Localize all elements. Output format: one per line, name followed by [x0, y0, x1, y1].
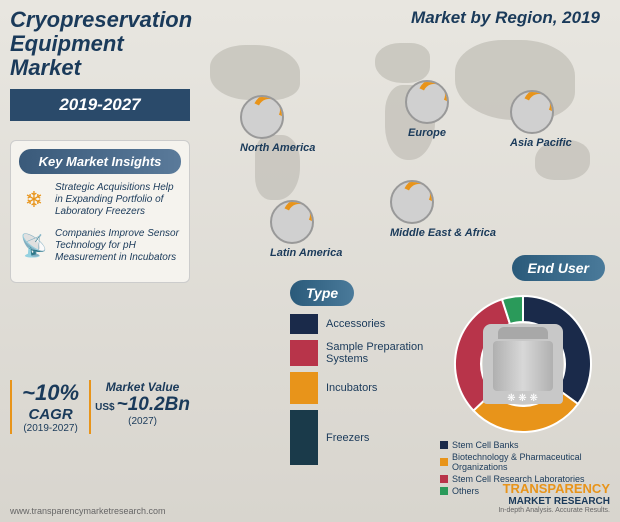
region-label: North America	[240, 142, 315, 154]
freezer-icon: ❄	[19, 185, 49, 215]
region-label: Middle East & Africa	[390, 227, 496, 239]
mv-prefix: US$	[95, 402, 114, 413]
type-swatch	[290, 410, 318, 465]
map-area: North AmericaEuropeAsia PacificLatin Ame…	[200, 35, 610, 235]
mv-value: ~10.2Bn	[117, 394, 190, 416]
type-row: Freezers	[290, 410, 440, 465]
type-section: Type Accessories Sample Preparation Syste…	[290, 280, 440, 471]
legend-swatch	[440, 441, 448, 449]
footer-url: www.transparencymarketresearch.com	[10, 506, 166, 516]
type-label: Accessories	[326, 318, 385, 330]
year-banner: 2019-2027	[10, 89, 190, 121]
region-marker: North America	[240, 95, 315, 154]
type-label: Freezers	[326, 432, 369, 444]
metrics-row: ~10% CAGR (2019-2027) Market Value US$ ~…	[10, 380, 190, 434]
type-swatch	[290, 314, 318, 334]
market-value-box: Market Value US$ ~10.2Bn (2027)	[89, 380, 190, 434]
insights-box: Key Market Insights ❄ Strategic Acquisit…	[10, 140, 190, 283]
legend-swatch	[440, 475, 448, 483]
region-marker: Asia Pacific	[510, 90, 572, 149]
legend-swatch	[440, 458, 448, 466]
insight-text: Companies Improve Sensor Technology for …	[55, 228, 181, 264]
legend-row: Stem Cell Banks	[440, 440, 605, 450]
brand-logo: TRANSPARENCY MARKET RESEARCH In-depth An…	[498, 481, 610, 514]
globe-icon	[270, 200, 314, 244]
insight-item: 📡 Companies Improve Sensor Technology fo…	[19, 228, 181, 264]
globe-icon	[240, 95, 284, 139]
cryo-tank-icon: ❋ ❋ ❋	[483, 324, 563, 404]
enduser-header: End User	[512, 255, 605, 281]
legend-label: Stem Cell Banks	[452, 440, 519, 450]
type-swatch	[290, 340, 318, 366]
type-row: Accessories	[290, 314, 440, 334]
cagr-period: (2019-2027)	[16, 423, 85, 434]
donut-chart: ❋ ❋ ❋	[453, 294, 593, 434]
region-marker: Europe	[405, 80, 449, 139]
type-swatch	[290, 372, 318, 404]
cagr-value: ~10%	[16, 380, 85, 406]
type-label: Sample Preparation Systems	[326, 341, 440, 365]
globe-icon	[405, 80, 449, 124]
region-marker: Latin America	[270, 200, 342, 259]
insight-text: Strategic Acquisitions Help in Expanding…	[55, 182, 181, 218]
sensor-icon: 📡	[19, 231, 49, 261]
enduser-section: End User ❋ ❋ ❋ Stem Cell Banks Biotechnol…	[440, 255, 605, 498]
insight-item: ❄ Strategic Acquisitions Help in Expandi…	[19, 182, 181, 218]
type-header: Type	[290, 280, 354, 306]
logo-word-1: TRANSPARENCY	[503, 481, 610, 496]
region-label: Asia Pacific	[510, 137, 572, 149]
legend-row: Biotechnology & Pharmaceutical Organizat…	[440, 452, 605, 472]
region-header: Market by Region, 2019	[411, 8, 600, 28]
globe-icon	[390, 180, 434, 224]
page-title: Cryopreservation Equipment Market	[10, 8, 190, 81]
region-label: Latin America	[270, 247, 342, 259]
cagr-label: CAGR	[16, 406, 85, 423]
mv-label: Market Value	[95, 380, 190, 394]
region-label: Europe	[405, 127, 449, 139]
legend-swatch	[440, 487, 448, 495]
logo-tagline: In-depth Analysis. Accurate Results.	[498, 507, 610, 514]
title-block: Cryopreservation Equipment Market 2019-2…	[10, 8, 190, 121]
insights-header: Key Market Insights	[19, 149, 181, 174]
type-row: Incubators	[290, 372, 440, 404]
logo-line2: MARKET RESEARCH	[498, 496, 610, 507]
region-marker: Middle East & Africa	[390, 180, 496, 239]
legend-label: Biotechnology & Pharmaceutical Organizat…	[452, 452, 605, 472]
mv-year: (2027)	[95, 416, 190, 427]
type-row: Sample Preparation Systems	[290, 340, 440, 366]
legend-label: Others	[452, 486, 479, 496]
cagr-box: ~10% CAGR (2019-2027)	[10, 380, 85, 434]
globe-icon	[510, 90, 554, 134]
type-label: Incubators	[326, 382, 377, 394]
